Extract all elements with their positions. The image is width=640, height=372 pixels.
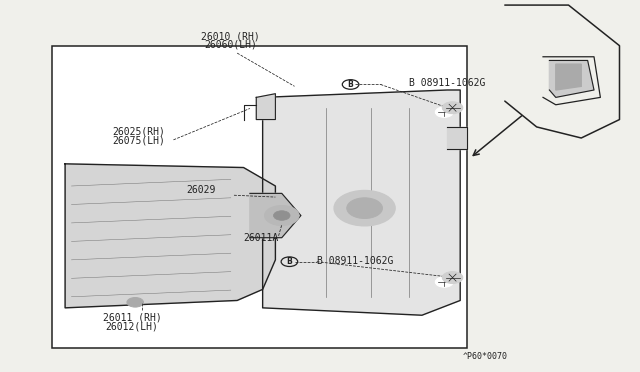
Circle shape xyxy=(334,190,395,226)
Text: 26011A: 26011A xyxy=(244,233,279,243)
Polygon shape xyxy=(556,64,581,90)
Text: B 08911-1062G: B 08911-1062G xyxy=(409,78,486,89)
Circle shape xyxy=(442,102,463,113)
Text: 26025(RH): 26025(RH) xyxy=(112,127,165,137)
Circle shape xyxy=(442,272,463,283)
Text: 26011 (RH): 26011 (RH) xyxy=(102,313,161,323)
Text: 26075(LH): 26075(LH) xyxy=(112,135,165,145)
Text: 26029: 26029 xyxy=(187,185,216,195)
Circle shape xyxy=(273,211,290,220)
Circle shape xyxy=(435,277,453,287)
Circle shape xyxy=(127,298,143,307)
Text: 26012(LH): 26012(LH) xyxy=(106,321,159,331)
Polygon shape xyxy=(65,164,275,308)
Polygon shape xyxy=(250,193,301,238)
Text: ^P60*0070: ^P60*0070 xyxy=(463,352,508,361)
Circle shape xyxy=(347,198,383,218)
Polygon shape xyxy=(256,94,275,119)
Text: 26010 (RH): 26010 (RH) xyxy=(202,32,260,41)
Text: B 08911-1062G: B 08911-1062G xyxy=(317,256,394,266)
Text: B: B xyxy=(287,257,292,266)
Bar xyxy=(52,46,467,349)
Polygon shape xyxy=(549,61,594,97)
Circle shape xyxy=(435,107,453,117)
Polygon shape xyxy=(447,127,467,149)
Polygon shape xyxy=(262,90,460,315)
Text: 26060(LH): 26060(LH) xyxy=(204,40,257,50)
Circle shape xyxy=(264,206,299,225)
Text: B: B xyxy=(348,80,353,89)
